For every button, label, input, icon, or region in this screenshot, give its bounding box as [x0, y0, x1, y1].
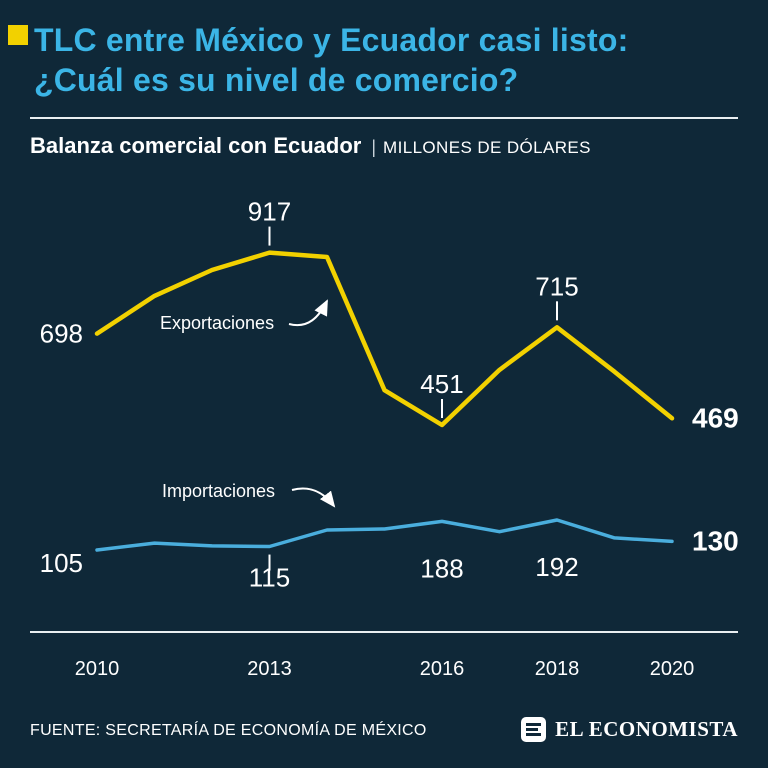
point-label-105: 105: [40, 548, 83, 578]
exportaciones-annotation: Exportaciones: [160, 299, 328, 333]
accent-square: [8, 25, 28, 45]
x-tick-label: 2013: [247, 658, 292, 680]
x-axis-ticks: 2010 2013 2016 2018 2020: [75, 658, 695, 680]
el-economista-logo-icon: [521, 716, 547, 742]
page-title-line2: ¿Cuál es su nivel de comercio?: [34, 62, 519, 98]
point-label-698: 698: [40, 319, 83, 349]
point-label-917: 917: [248, 197, 291, 227]
x-tick-label: 2016: [420, 658, 465, 680]
point-label-192: 192: [535, 552, 578, 582]
page-title: TLC entre México y Ecuador casi listo: ¿…: [34, 20, 754, 100]
chart-subtitle: Balanza comercial con Ecuador | MILLONES D…: [30, 133, 740, 162]
exportaciones-arrow-icon: [288, 299, 328, 327]
point-label-115: 115: [249, 563, 290, 593]
brand: EL ECONOMISTA: [521, 714, 738, 744]
title-divider: [30, 117, 738, 119]
brand-name: EL ECONOMISTA: [555, 716, 738, 741]
chart-subtitle-main: Balanza comercial con Ecuador: [30, 133, 362, 158]
source-credit: FUENTE: SECRETARÍA DE ECONOMÍA DE MÉXICO: [30, 722, 427, 739]
x-tick-label: 2010: [75, 658, 120, 680]
point-label-451: 451: [420, 369, 463, 399]
point-label-188: 188: [420, 553, 463, 583]
importaciones-label: Importaciones: [162, 481, 275, 501]
point-label-130: 130: [692, 525, 739, 556]
chart-subtitle-separator: |: [371, 137, 377, 157]
point-label-469: 469: [692, 402, 739, 433]
chart-subtitle-units: MILLONES DE DÓLARES: [383, 138, 591, 157]
importaciones-line: [95, 518, 674, 552]
point-labels: 698 917 451 715 469 105 115 188 192 130: [40, 197, 739, 593]
point-label-715: 715: [535, 271, 578, 301]
exportaciones-line: [94, 250, 675, 428]
x-tick-label: 2018: [535, 658, 580, 680]
importaciones-arrow-icon: [291, 487, 336, 508]
exportaciones-label: Exportaciones: [160, 313, 274, 333]
page-title-line1: TLC entre México y Ecuador casi listo:: [34, 22, 629, 58]
importaciones-annotation: Importaciones: [162, 481, 336, 508]
x-tick-label: 2020: [650, 658, 695, 680]
